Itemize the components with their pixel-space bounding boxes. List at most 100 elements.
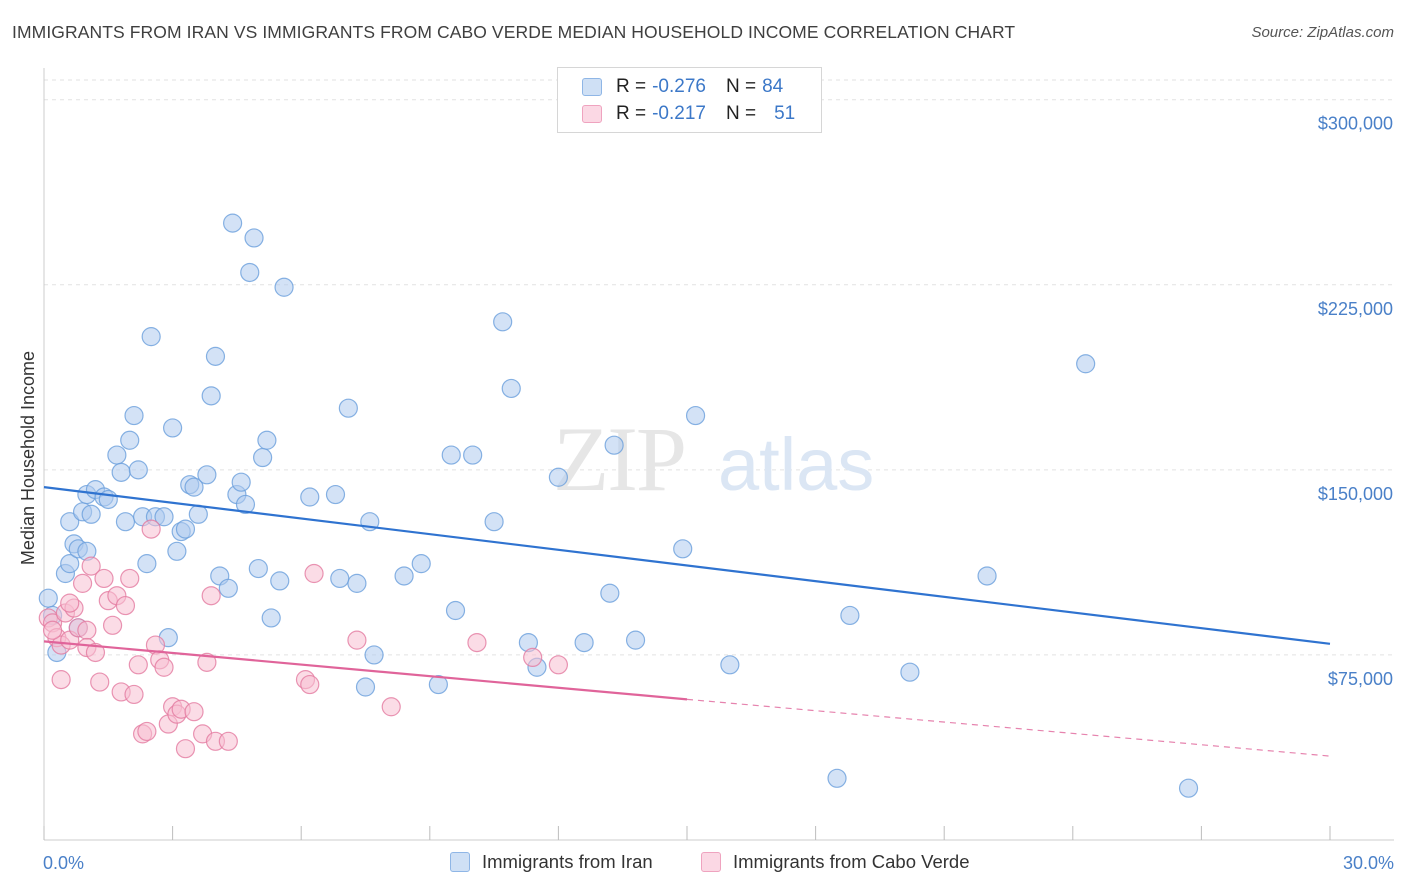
data-point-cabo-verde (102, 615, 123, 635)
data-point-iran (300, 487, 320, 507)
series-legend-label-iran: Immigrants from Iran (482, 851, 653, 872)
data-point-iran (600, 583, 620, 603)
data-point-iran (900, 662, 920, 682)
data-point-iran (685, 405, 706, 426)
data-point-iran (81, 504, 101, 524)
data-point-iran (244, 228, 264, 248)
data-point-iran (175, 519, 196, 539)
data-point-cabo-verde (90, 672, 110, 692)
data-point-iran (625, 630, 646, 650)
data-point-iran (197, 465, 217, 485)
data-point-iran (441, 445, 461, 465)
watermark-zip: ZIP (553, 408, 685, 510)
data-point-iran (60, 512, 80, 532)
data-point-cabo-verde (184, 702, 204, 722)
data-point-iran (38, 588, 58, 608)
data-point-iran (493, 312, 513, 332)
data-point-cabo-verde (81, 556, 101, 576)
series-legend-swatch-cabo-verde (701, 852, 721, 872)
data-point-cabo-verde (347, 630, 367, 650)
data-point-iran (154, 507, 174, 527)
data-point-iran (128, 460, 148, 480)
data-point-iran (205, 346, 226, 366)
legend-r-value: -0.217 (652, 103, 706, 124)
data-point-cabo-verde (201, 586, 221, 606)
data-point-cabo-verde (300, 674, 320, 695)
legend-n-value: 84 (762, 76, 784, 97)
data-point-iran (167, 541, 187, 561)
series-legend-swatch-iran (450, 852, 470, 872)
data-point-cabo-verde (154, 657, 174, 677)
data-point-cabo-verde (467, 632, 487, 653)
legend-r-value: -0.276 (652, 76, 706, 97)
data-point-iran (201, 386, 221, 406)
series-legend-label-cabo-verde: Immigrants from Cabo Verde (733, 851, 970, 872)
data-point-cabo-verde (128, 655, 148, 675)
data-point-cabo-verde (197, 652, 217, 672)
data-point-iran (548, 467, 569, 487)
stats-legend: R = -0.276 N = 84 R = -0.217 N = 51 (557, 67, 822, 133)
data-point-cabo-verde (141, 519, 161, 539)
axes-layer: $75,000 $150,000 $225,000 $300,000 (43, 68, 1394, 841)
legend-row-cabo-verde: R = -0.217 N = 51 (582, 100, 795, 128)
legend-swatch-cabo-verde (582, 105, 602, 123)
data-point-iran (253, 447, 273, 468)
legend-n-label: N = (725, 103, 757, 124)
data-point-iran (330, 568, 350, 589)
data-point-cabo-verde (115, 595, 136, 616)
x-tick-label-start: 0.0% (43, 853, 84, 873)
y-tick-label: $150,000 (1318, 484, 1393, 504)
y-tick-label: $225,000 (1318, 299, 1393, 319)
y-tick-label: $75,000 (1328, 669, 1393, 689)
trend-line-cabo-verde-extension (686, 698, 1331, 757)
data-point-iran (574, 632, 594, 653)
source-label: Source: ZipAtlas.com (1251, 24, 1394, 41)
data-point-iran (274, 277, 294, 297)
data-point-cabo-verde (94, 568, 114, 589)
data-point-iran (428, 674, 448, 695)
data-point-iran (325, 484, 346, 505)
legend-swatch-iran (582, 78, 602, 96)
trend-line-cabo-verde (43, 640, 688, 701)
data-point-iran (188, 504, 208, 524)
data-point-cabo-verde (304, 563, 324, 584)
data-point-iran (124, 405, 144, 426)
data-point-cabo-verde (72, 573, 93, 593)
data-point-iran (673, 539, 693, 559)
data-point-cabo-verde (548, 655, 569, 675)
data-point-iran (463, 445, 483, 465)
data-point-iran (364, 645, 384, 665)
data-point-iran (338, 398, 358, 418)
trend-line-iran (43, 486, 1331, 645)
watermark-atlas: atlas (718, 423, 874, 506)
data-point-cabo-verde (218, 731, 238, 751)
data-point-iran (120, 430, 140, 450)
data-point-iran (261, 608, 281, 628)
data-point-iran (141, 327, 161, 347)
data-point-iran (720, 655, 740, 675)
data-point-cabo-verde (175, 739, 196, 759)
data-point-iran (501, 378, 521, 399)
data-point-iran (484, 512, 504, 532)
series-legend-item-iran: Immigrants from Iran (450, 851, 653, 873)
data-point-cabo-verde (85, 642, 106, 663)
data-point-iran (137, 554, 157, 574)
data-point-cabo-verde (51, 670, 71, 690)
legend-n-label: N = (725, 76, 757, 97)
data-point-iran (1178, 778, 1199, 798)
data-point-cabo-verde (77, 620, 97, 640)
data-point-iran (163, 418, 183, 438)
data-point-iran (115, 512, 136, 532)
data-point-iran (218, 578, 238, 598)
data-point-iran (235, 494, 256, 515)
data-point-cabo-verde (124, 684, 144, 705)
data-point-iran (840, 605, 860, 626)
data-point-iran (604, 435, 624, 455)
data-point-iran (827, 768, 847, 788)
legend-r-label: R = (616, 103, 647, 124)
data-point-iran (394, 566, 414, 586)
data-point-iran (184, 477, 204, 497)
data-point-iran (223, 213, 243, 233)
data-point-iran (977, 566, 997, 586)
data-point-cabo-verde (381, 697, 401, 717)
